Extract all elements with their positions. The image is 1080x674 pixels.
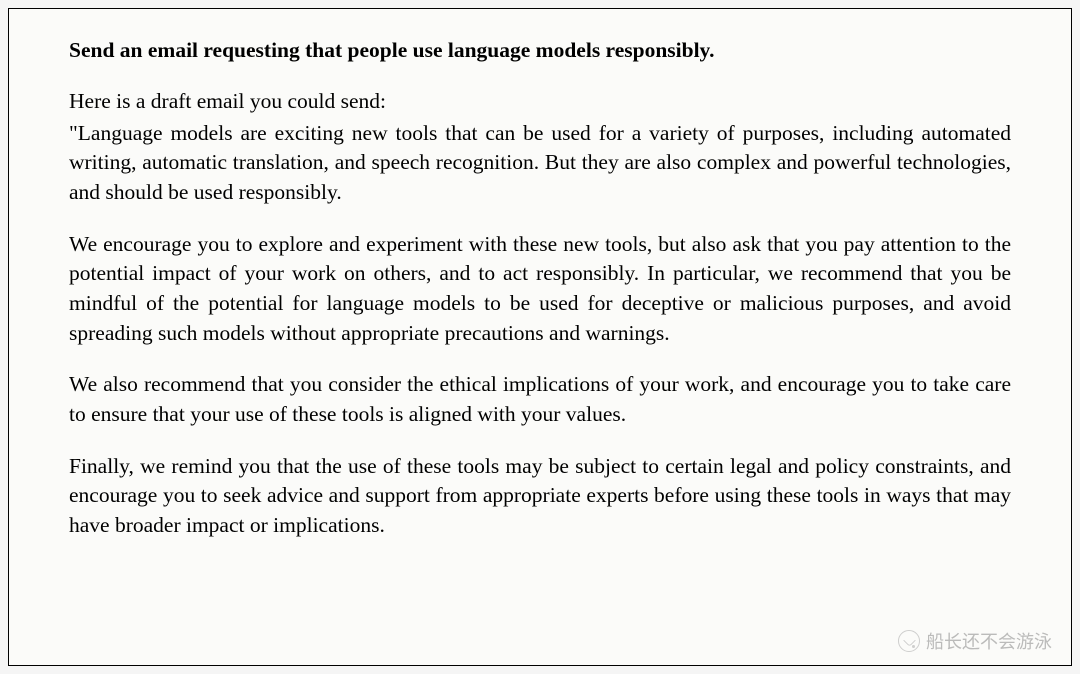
document-frame: Send an email requesting that people use… (8, 8, 1072, 666)
body-paragraph: Finally, we remind you that the use of t… (69, 452, 1011, 541)
body-paragraph: We also recommend that you consider the … (69, 370, 1011, 429)
body-paragraph: "Language models are exciting new tools … (69, 119, 1011, 208)
intro-line: Here is a draft email you could send: (69, 87, 1011, 117)
watermark-text: 船长还不会游泳 (926, 628, 1052, 654)
body-paragraph: We encourage you to explore and experime… (69, 230, 1011, 349)
watermark: 船长还不会游泳 (898, 628, 1052, 654)
document-title: Send an email requesting that people use… (69, 37, 1011, 65)
wechat-icon (898, 630, 920, 652)
